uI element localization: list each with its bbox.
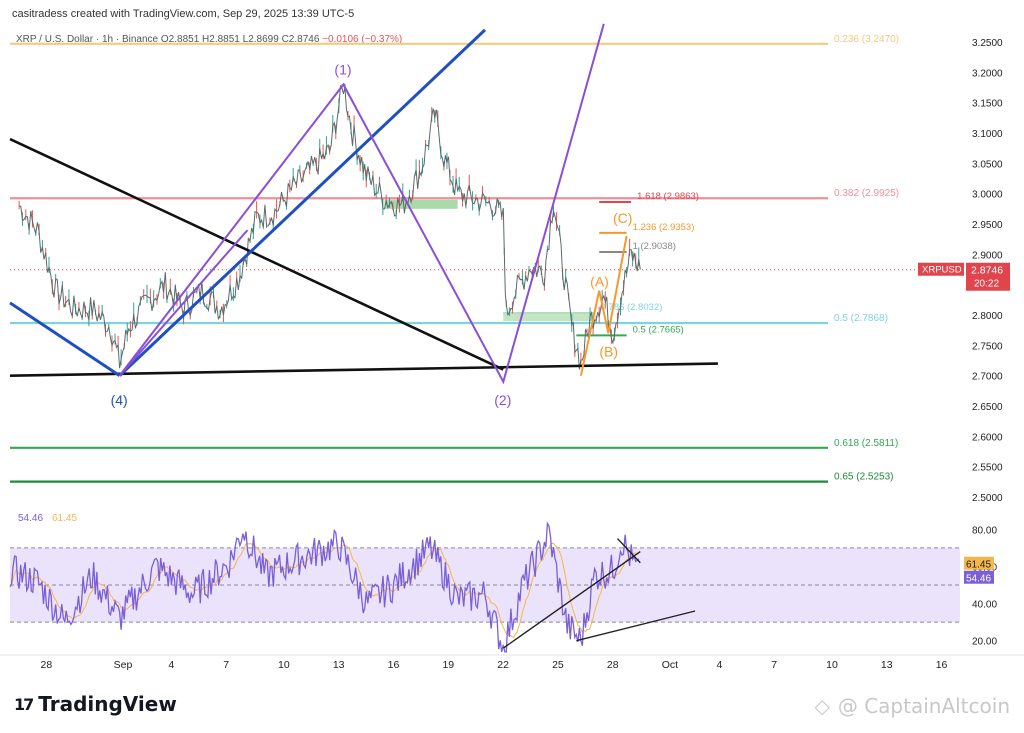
support-zone [503, 311, 595, 322]
time-tick-label: 16 [936, 659, 948, 671]
price-tick-label: 2.9000 [972, 250, 1003, 261]
short-level-label: 1 (2.9038) [633, 241, 676, 252]
time-tick-label: 4 [168, 659, 174, 671]
wave-label: (4) [111, 392, 128, 408]
watermark-icon: ◇ [814, 694, 830, 718]
symbol-tag-label: XRPUSD [922, 265, 962, 276]
time-tick-label: 10 [826, 659, 838, 671]
symbol-legend: XRP / U.S. Dollar · 1h · Binance O2.8851… [16, 34, 402, 45]
trendline [118, 28, 487, 377]
time-tick-label: 4 [717, 659, 723, 671]
rsi-tag-value: 54.46 [966, 574, 991, 585]
captainaltcoin-watermark: ◇ @ CaptainAltcoin [814, 694, 1010, 718]
ohlc-close: C2.8746 [281, 34, 320, 45]
price-tick-label: 3.2000 [972, 68, 1003, 79]
chart-attribution: casitradess created with TradingView.com… [12, 8, 355, 20]
rsi-tick-label: 20.00 [972, 637, 997, 648]
trendline [9, 362, 718, 377]
rsi-trendline [576, 610, 696, 642]
time-tick-label: 22 [497, 659, 509, 671]
price-tick-label: 2.6500 [972, 402, 1003, 413]
tv-logo-icon: 17 [14, 694, 34, 714]
support-zone [384, 199, 458, 209]
time-tick-label: 25 [552, 659, 564, 671]
price-tick-label: 2.5500 [972, 463, 1003, 474]
fib-level-label: 0.236 (3.2470) [834, 34, 899, 45]
fib-level-label: 0.65 (2.5253) [834, 472, 894, 483]
price-tag-value: 2.8746 [971, 265, 1003, 277]
trendline [9, 301, 121, 377]
fib-levels-layer: 0.236 (3.2470) 0.382 (2.9925) 0.5 (2.7868)… [10, 34, 899, 483]
ohlc-change: −0.0106 (−0.37%) [322, 34, 403, 45]
wave-label: (B) [599, 343, 618, 359]
price-tick-label: 2.5000 [972, 493, 1003, 504]
rsi-tick-label: 80.00 [972, 525, 997, 536]
tradingview-logo: 17 TradingView [14, 692, 177, 716]
price-tick-label: 2.8000 [972, 311, 1003, 322]
ohlc-low: L2.8699 [242, 34, 279, 45]
price-tick-label: 3.2500 [972, 38, 1003, 49]
price-tick-label: 2.7500 [972, 341, 1003, 352]
time-tick-label: 7 [771, 659, 777, 671]
time-tick-label: 16 [388, 659, 400, 671]
tv-logo-text: TradingView [38, 692, 177, 716]
price-tick-label: 3.0500 [972, 159, 1003, 170]
fib-level-label: 0.382 (2.9925) [834, 188, 899, 199]
elliott-wave-path [118, 23, 605, 385]
watermark-text: @ CaptainAltcoin [837, 694, 1010, 718]
rsi-trendline [502, 550, 641, 649]
time-tick-label: 19 [442, 659, 454, 671]
rsi-tag [964, 570, 994, 584]
drawings-layer: (1) (2) (4) (A) (B) (C) [9, 23, 718, 408]
rsi-tick-label: 40.00 [972, 600, 997, 611]
rsi-ma-tag-value: 61.45 [966, 560, 991, 571]
elliott-wave-path [118, 229, 249, 377]
price-line [19, 84, 641, 370]
symbol-name: XRP / U.S. Dollar · 1h · Binance [16, 34, 159, 45]
price-tag [966, 262, 1010, 291]
time-tick-label: 13 [881, 659, 893, 671]
time-tick-label: 7 [223, 659, 229, 671]
short-level-label: 0.5 (2.7665) [633, 324, 684, 335]
time-tick-label: 13 [333, 659, 345, 671]
rsi-line [9, 521, 640, 653]
wave-label: (1) [334, 61, 351, 77]
time-tick-label: Sep [114, 659, 133, 671]
short-level-label: 1.618 (2.9863) [637, 191, 699, 202]
time-tick-label: Oct [662, 659, 678, 671]
time-tick-label: 10 [278, 659, 290, 671]
price-tick-label: 3.1500 [972, 99, 1003, 110]
ohlc-open: O2.8851 [160, 34, 200, 45]
price-series-layer [10, 83, 960, 370]
wave-label: (2) [494, 392, 511, 408]
short-level-label: 0.786 (2.8032) [601, 302, 663, 313]
price-tick-label: 3.0000 [972, 190, 1003, 201]
rsi-legend-ma: 61.45 [52, 513, 77, 524]
time-tick-label: 28 [41, 659, 53, 671]
rsi-ma-tag [964, 556, 994, 570]
elliott-wave-path [579, 235, 628, 376]
price-tick-label: 3.1000 [972, 129, 1003, 140]
rsi-panel: 54.46 61.45 [9, 513, 960, 653]
time-tick-label: 28 [607, 659, 619, 671]
symbol-tag [918, 262, 964, 276]
fib-level-label: 0.5 (2.7868) [834, 313, 888, 324]
wave-label: (A) [590, 274, 609, 290]
rsi-trendline [616, 538, 641, 564]
zones-layer [384, 199, 595, 322]
price-tick-label: 2.9500 [972, 220, 1003, 231]
ohlc-high: H2.8851 [202, 34, 240, 45]
price-tick-label: 2.6000 [972, 432, 1003, 443]
price-tick-label: 2.7000 [972, 372, 1003, 383]
axes-layer: 3.2500 3.2000 3.1500 3.1000 3.0500 3.0000 2.95… [41, 38, 1010, 671]
rsi-legend-value: 54.46 [18, 513, 43, 524]
trendline [9, 137, 504, 371]
fib-level-label: 0.618 (2.5811) [834, 438, 898, 449]
price-tag-countdown: 20:22 [974, 279, 999, 290]
short-level-label: 1.236 (2.9353) [633, 222, 695, 233]
wave-label: (C) [613, 210, 632, 226]
